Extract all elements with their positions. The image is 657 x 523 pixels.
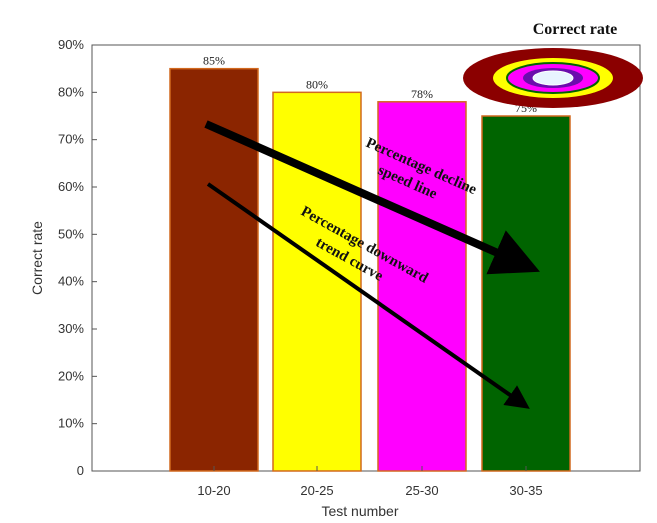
y-tick-label: 20% (58, 368, 84, 383)
x-tick-label: 30-35 (509, 483, 542, 498)
downward-trend-arrow (206, 182, 530, 409)
y-tick-label: 90% (58, 37, 84, 52)
bar-30-35 (481, 115, 571, 472)
x-axis-label: Test number (321, 503, 398, 519)
data-label: 78% (411, 87, 433, 101)
y-tick-label: 70% (58, 132, 84, 147)
x-tick-label: 10-20 (197, 483, 230, 498)
data-label: 85% (203, 54, 225, 68)
legend-title: Correct rate (533, 21, 618, 38)
x-tick-label: 25-30 (405, 483, 438, 498)
y-tick-label: 50% (58, 226, 84, 241)
y-tick-label: 0 (77, 463, 84, 478)
x-tick-label: 20-25 (300, 483, 333, 498)
y-tick-label: 40% (58, 274, 84, 289)
data-label: 80% (306, 77, 328, 91)
y-tick-label: 10% (58, 416, 84, 431)
legend: Correct rate (463, 21, 643, 108)
decline-speed-arrow (204, 120, 540, 275)
y-tick-label: 30% (58, 321, 84, 336)
y-tick-label: 60% (58, 179, 84, 194)
y-axis-label: Correct rate (29, 221, 45, 295)
x-axis-ticks: 10-20 20-25 25-30 30-35 (197, 466, 543, 498)
y-axis-ticks: 0 10% 20% 30% 40% 50% 60% 70% 80% 90% (58, 37, 97, 478)
legend-swatch (463, 48, 643, 108)
y-tick-label: 80% (58, 84, 84, 99)
bar-10-20 (169, 67, 259, 472)
